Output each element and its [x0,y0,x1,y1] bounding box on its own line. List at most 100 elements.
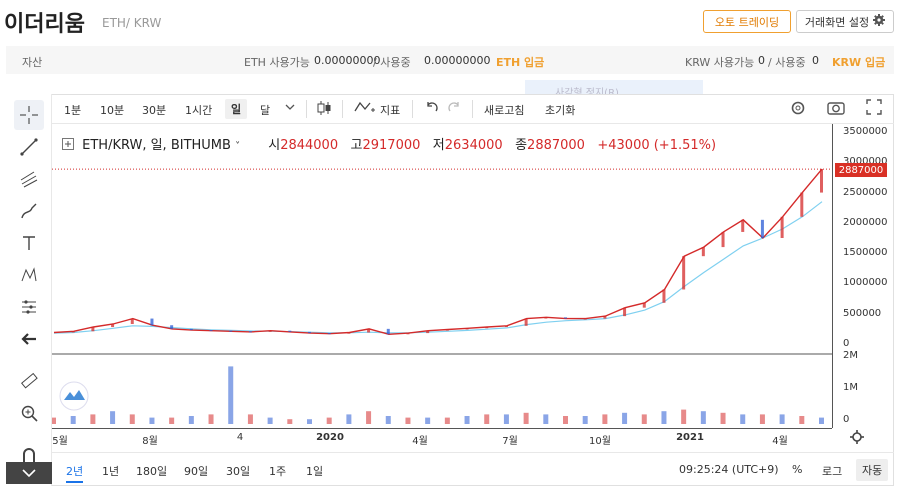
refresh-button[interactable]: 새로고침 [484,104,525,117]
axis-settings-gear-icon[interactable] [850,429,870,445]
collapse-toolbar-button[interactable] [6,462,52,484]
volume-bar [819,417,824,424]
redo-icon[interactable] [448,100,462,117]
volume-bar [326,417,332,424]
volume-bar [405,417,411,424]
reset-button[interactable]: 초기화 [545,104,576,117]
pattern-icon[interactable] [14,260,44,290]
candle [642,302,646,308]
candle [465,328,469,330]
krw-in-use-label: / 사용중 [768,56,806,69]
x-tick-label: 4 [236,432,244,443]
chevron-down-icon[interactable]: ˅ [235,141,241,152]
indicator-button[interactable]: 지표 [380,104,401,117]
candle [111,324,115,328]
logo-icon [59,381,89,411]
candle [741,219,745,232]
range-2y[interactable]: 2년 [66,463,84,483]
gear-icon [873,14,886,29]
candle [367,328,371,333]
trend-line-icon[interactable] [14,132,44,162]
range-30d[interactable]: 30일 [226,465,251,478]
range-1d[interactable]: 1일 [306,465,324,478]
brush-icon[interactable] [14,196,44,226]
y-tick-label: 2000000 [843,216,888,228]
candle [248,331,252,333]
indicator-icon[interactable] [354,99,376,118]
candle [800,192,804,217]
volume-bar [503,414,509,424]
krw-deposit-link[interactable]: KRW 입금 [832,56,886,69]
candle [308,331,311,334]
volume-bar [307,419,312,424]
auto-toggle[interactable]: 자동 [856,459,889,481]
auto-trade-button[interactable]: 오토 트레이딩 [703,10,791,33]
candle [71,331,75,333]
volume-bar [366,411,372,424]
legend-low-label: 저 [432,138,445,153]
candle-type-icon[interactable] [316,99,332,120]
volume-bar [385,416,391,424]
x-tick-label: 2020 [316,432,344,443]
candle [445,329,449,331]
legend-toggle-icon[interactable] [62,138,74,154]
time-axis[interactable]: 5월 8월 4 2020 4월 7월 10월 2021 4월 [52,428,832,447]
range-180d[interactable]: 180일 [136,465,168,478]
interval-1m[interactable]: 1분 [64,104,82,117]
prediction-icon[interactable] [14,292,44,322]
eth-in-use-label: / 사용중 [373,56,411,69]
eth-in-use-value: 0.00000000 [424,54,491,67]
interval-month[interactable]: 달 [260,104,271,117]
interval-10m[interactable]: 10분 [100,104,125,117]
interval-30m[interactable]: 30분 [142,104,167,117]
eth-available-label: ETH 사용가능 [244,56,310,69]
series-line-ma [53,201,823,334]
eth-deposit-link[interactable]: ETH 입금 [496,56,545,69]
candle [564,317,567,319]
coin-pair: ETH/ KRW [102,16,162,30]
volume-bar [70,416,76,424]
text-tool-icon[interactable] [14,228,44,258]
candle [170,325,174,329]
price-axis[interactable]: 3500000 3000000 2500000 2000000 1500000 10000… [832,124,894,428]
legend-open-label: 시 [268,138,281,153]
volume-bar [799,416,805,424]
candle [780,216,784,238]
range-1y[interactable]: 1년 [102,465,120,478]
volume-bar [208,414,214,424]
volume-bar [110,411,116,424]
price-chart[interactable] [52,124,832,428]
candle [209,330,213,332]
interval-day[interactable]: 일 [225,99,248,119]
candle [603,316,607,319]
range-1w[interactable]: 1주 [269,465,287,478]
percent-toggle[interactable]: % [792,463,803,476]
crosshair-icon[interactable] [14,100,44,130]
volume-bar [582,416,588,424]
y-tick-label: 3000000 [843,156,888,168]
undo-icon[interactable] [424,100,438,117]
fib-lines-icon[interactable] [14,164,44,194]
candle [406,333,410,335]
camera-icon[interactable] [826,99,846,120]
range-90d[interactable]: 90일 [184,465,209,478]
settings-gear-icon[interactable] [789,99,807,120]
ruler-icon[interactable] [14,366,44,396]
legend-high-label: 고 [350,138,363,153]
fullscreen-icon[interactable] [866,99,882,118]
volume-bar [661,411,667,424]
screen-settings-button[interactable]: 거래화면 설정 [796,10,894,33]
x-tick-label: 5월 [52,436,68,447]
chevron-down-icon [22,469,36,478]
log-toggle[interactable]: 로그 [822,465,843,478]
zoom-in-icon[interactable] [14,398,44,428]
x-tick-label: 2021 [676,432,704,443]
interval-1h[interactable]: 1시간 [185,104,213,117]
magnet-icon[interactable] [14,440,44,470]
volume-bar [129,414,135,424]
x-tick-label: 4월 [772,436,788,447]
back-arrow-icon[interactable] [14,324,44,354]
chevron-down-icon[interactable] [285,100,295,117]
volume-bar [287,419,293,424]
legend-change: +43000 (+1.51%) [597,138,717,153]
